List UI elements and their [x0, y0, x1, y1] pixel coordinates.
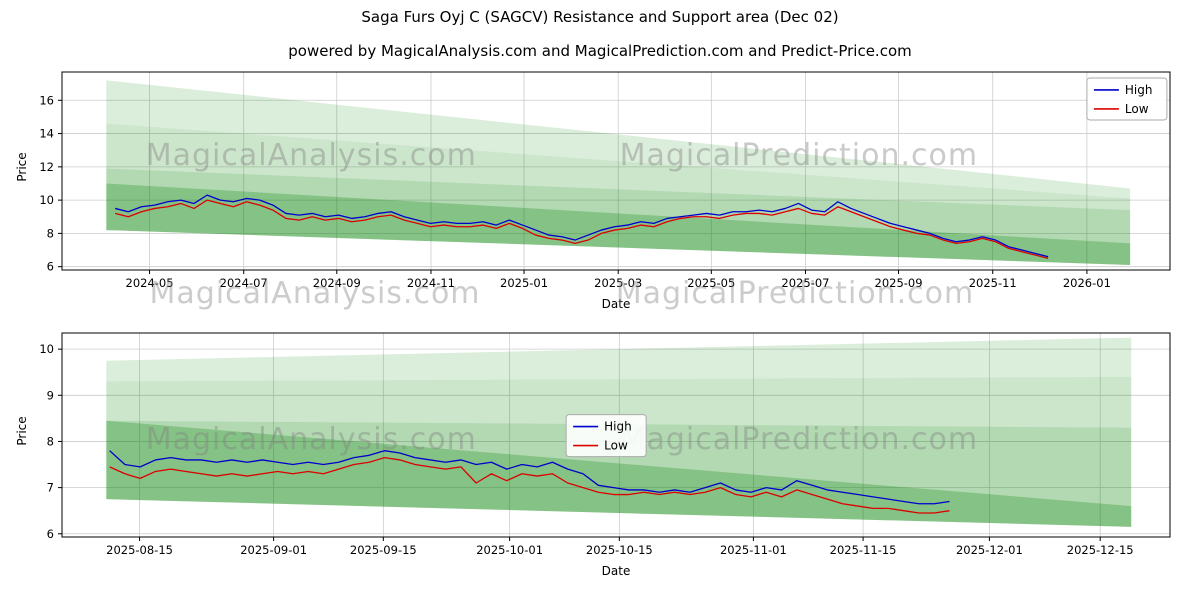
- x-tick-label: 2024-09: [313, 276, 361, 290]
- y-tick-label: 16: [39, 93, 54, 107]
- legend-label: Low: [604, 439, 628, 453]
- x-axis-label-bottom: Date: [601, 564, 631, 578]
- support-resistance-band: [106, 420, 1132, 527]
- chart-title: Saga Furs Oyj C (SAGCV) Resistance and S…: [361, 8, 839, 26]
- support-resistance-band: [106, 376, 1132, 428]
- x-tick-label: 2025-09-15: [350, 543, 417, 557]
- y-tick-label: 9: [47, 388, 54, 402]
- support-resistance-band: [106, 337, 1132, 382]
- axes-frame: [61, 71, 1171, 271]
- y-tick-label: 12: [39, 160, 54, 174]
- x-tick-label: 2025-09: [875, 276, 923, 290]
- x-tick-label: 2025-11-01: [720, 543, 787, 557]
- legend-label: High: [1125, 83, 1153, 97]
- x-tick-label: 2025-03: [594, 276, 642, 290]
- y-axis-label-top: Price: [15, 152, 29, 182]
- support-resistance-band: [106, 168, 1131, 266]
- series-line-high: [109, 450, 950, 505]
- watermark-text: MagicalPrediction.com: [620, 422, 979, 457]
- support-resistance-band: [106, 420, 1132, 527]
- x-tick-label: 2024-07: [220, 276, 268, 290]
- y-tick-label: 7: [47, 481, 54, 495]
- x-tick-label: 2024-05: [126, 276, 174, 290]
- y-tick-label: 8: [47, 226, 54, 240]
- y-tick-label: 6: [47, 527, 54, 541]
- series-line-low: [109, 456, 950, 514]
- chart-subtitle: powered by MagicalAnalysis.com and Magic…: [288, 42, 912, 60]
- legend-label: High: [604, 420, 632, 434]
- x-tick-label: 2025-11: [969, 276, 1017, 290]
- x-tick-label: 2026-01: [1063, 276, 1111, 290]
- y-tick-label: 10: [39, 193, 54, 207]
- x-tick-label: 2025-08-15: [106, 543, 173, 557]
- watermark-text: MagicalAnalysis.com: [146, 138, 477, 173]
- x-tick-label: 2025-10-01: [476, 543, 543, 557]
- y-tick-label: 8: [47, 434, 54, 448]
- x-tick-label: 2025-10-15: [586, 543, 653, 557]
- watermark-text: MagicalAnalysis.com: [146, 422, 477, 457]
- x-tick-label: 2024-11: [407, 276, 455, 290]
- x-tick-label: 2025-12-01: [956, 543, 1023, 557]
- x-axis-label-top: Date: [601, 297, 631, 311]
- y-tick-label: 10: [39, 342, 54, 356]
- y-axis-label-bottom: Price: [15, 416, 29, 446]
- x-tick-label: 2025-01: [500, 276, 548, 290]
- support-resistance-band: [106, 80, 1131, 199]
- y-tick-label: 14: [39, 127, 54, 141]
- x-tick-label: 2025-12-15: [1067, 543, 1134, 557]
- series-line-low: [115, 199, 1049, 259]
- series-line-high: [115, 194, 1049, 258]
- y-tick-label: 6: [47, 260, 54, 274]
- support-resistance-band: [106, 123, 1131, 211]
- watermark-text: MagicalPrediction.com: [620, 138, 979, 173]
- x-tick-label: 2025-05: [687, 276, 735, 290]
- x-tick-label: 2025-11-15: [830, 543, 897, 557]
- legend-label: Low: [1125, 102, 1149, 116]
- support-resistance-band: [106, 183, 1131, 266]
- axes-frame: [61, 332, 1171, 538]
- x-tick-label: 2025-09-01: [240, 543, 307, 557]
- x-tick-label: 2025-07: [781, 276, 829, 290]
